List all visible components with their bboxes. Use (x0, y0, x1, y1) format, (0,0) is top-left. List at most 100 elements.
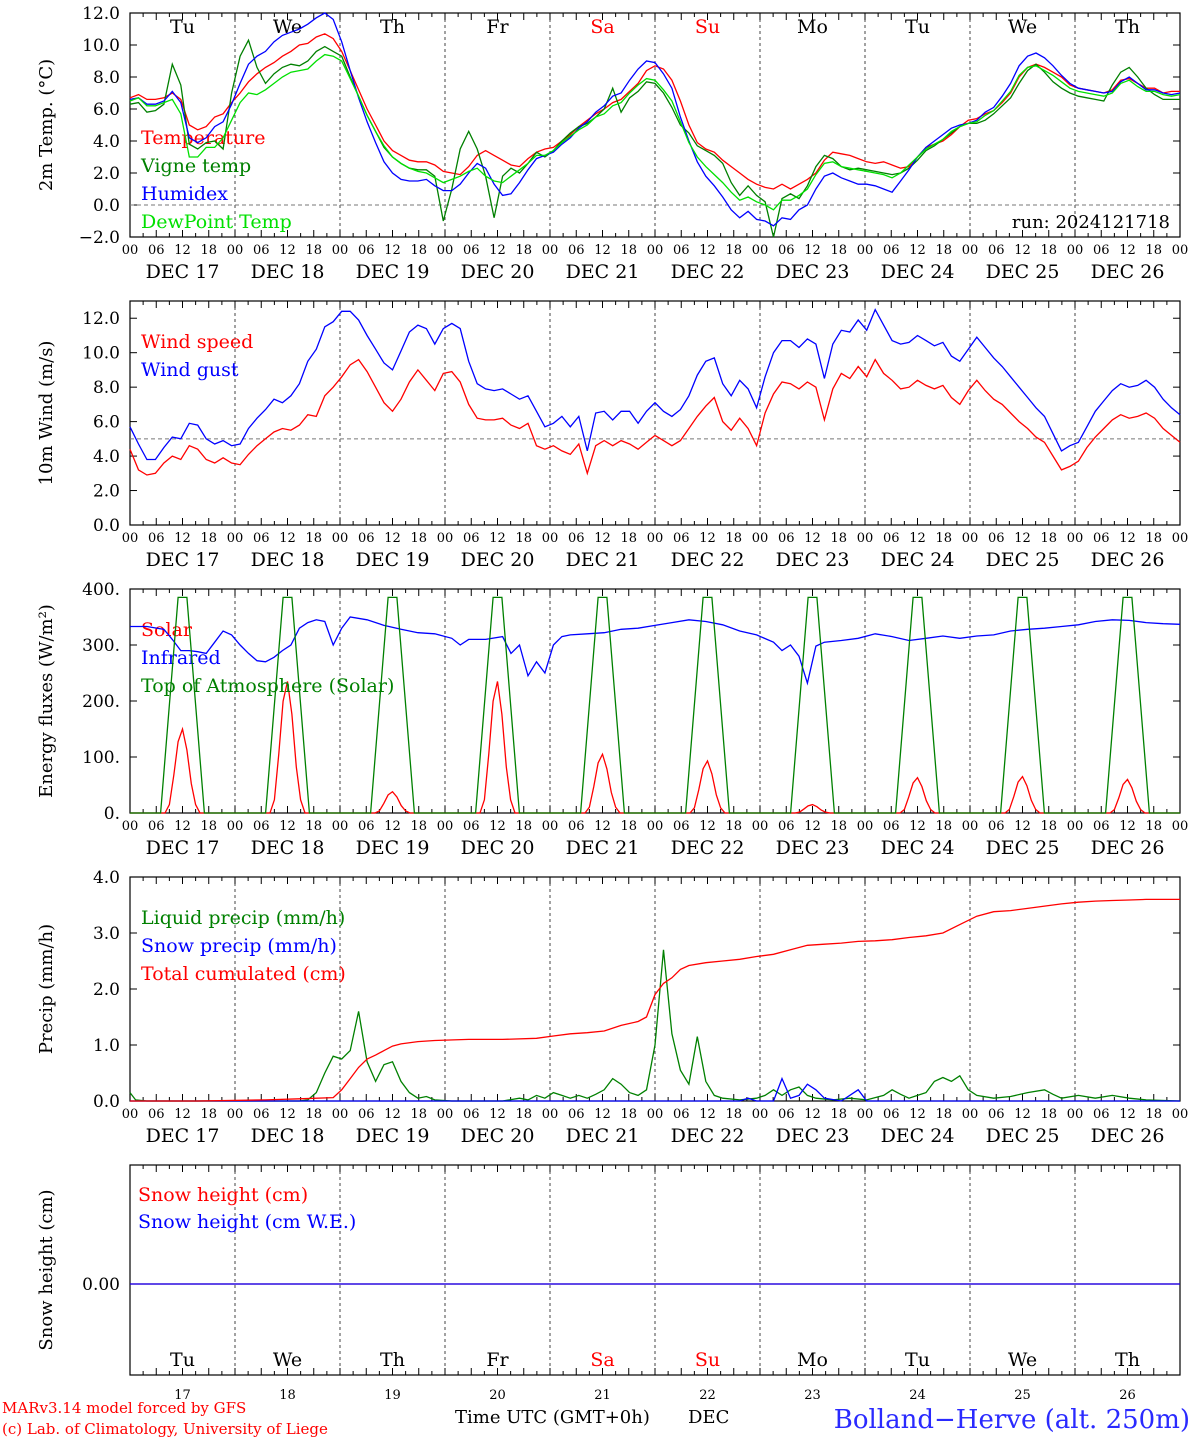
day-number-label: 25 (1014, 1388, 1031, 1403)
x-tick-label: 18 (515, 819, 532, 834)
y-tick-label: 4.0 (93, 132, 120, 152)
x-tick-label: 00 (857, 531, 874, 546)
y-tick-label: 10.0 (82, 344, 120, 364)
x-tick-label: 18 (1040, 1107, 1057, 1122)
x-tick-label: 12 (594, 243, 611, 258)
x-tick-label: 12 (1119, 1107, 1136, 1122)
x-tick-label: 06 (883, 243, 900, 258)
y-tick-label: 6.0 (93, 413, 120, 433)
x-tick-label: 06 (463, 531, 480, 546)
y-tick-label: 8.0 (93, 378, 120, 398)
x-tick-label: 18 (1145, 243, 1162, 258)
x-tick-label: 12 (489, 531, 506, 546)
x-tick-label: 12 (699, 1107, 716, 1122)
x-tick-label: 12 (489, 1107, 506, 1122)
x-tick-label: 12 (384, 1107, 401, 1122)
x-tick-label: 00 (752, 531, 769, 546)
y-tick-label: 0.00 (82, 1275, 120, 1295)
x-tick-label: 18 (935, 1107, 952, 1122)
x-tick-label: 18 (200, 1107, 217, 1122)
date-label: DEC 25 (986, 837, 1060, 859)
day-number-label: 19 (384, 1388, 401, 1403)
date-label: DEC 22 (671, 1125, 745, 1147)
x-tick-label: 18 (725, 243, 742, 258)
x-tick-label: 00 (647, 243, 664, 258)
weekday-label: Mo (797, 1349, 828, 1371)
date-label: DEC 25 (986, 549, 1060, 571)
x-tick-label: 18 (1145, 1107, 1162, 1122)
x-tick-label: 18 (1145, 819, 1162, 834)
x-tick-label: 12 (1119, 819, 1136, 834)
x-tick-label: 12 (1014, 531, 1031, 546)
x-tick-label: 18 (620, 243, 637, 258)
x-tick-label: 12 (279, 243, 296, 258)
x-tick-label: 18 (305, 531, 322, 546)
y-axis-title: Energy fluxes (W/m²) (36, 604, 57, 798)
y-tick-label: 4.0 (93, 447, 120, 467)
x-tick-label: 18 (200, 243, 217, 258)
date-label: DEC 17 (146, 837, 220, 859)
weekday-label: Su (695, 16, 720, 38)
date-label: DEC 26 (1091, 261, 1165, 283)
x-tick-label: 06 (463, 819, 480, 834)
x-tick-label: 06 (568, 1107, 585, 1122)
x-tick-label: 12 (1119, 243, 1136, 258)
series-line-total-cumulated-cm- (130, 898, 1180, 1102)
x-tick-label: 06 (1093, 531, 1110, 546)
x-tick-label: 06 (673, 819, 690, 834)
x-tick-label: 06 (358, 1107, 375, 1122)
x-tick-label: 12 (174, 243, 191, 258)
x-tick-label: 18 (305, 243, 322, 258)
x-tick-label: 06 (673, 1107, 690, 1122)
x-tick-label: 18 (725, 531, 742, 546)
date-label: DEC 22 (671, 261, 745, 283)
x-tick-label: 06 (463, 243, 480, 258)
x-tick-label: 06 (253, 243, 270, 258)
date-label: DEC 23 (776, 837, 850, 859)
date-label: DEC 17 (146, 261, 220, 283)
weekday-label: Sa (590, 16, 614, 38)
x-tick-label: 06 (148, 531, 165, 546)
x-tick-label: 06 (358, 531, 375, 546)
date-label: DEC 25 (986, 1125, 1060, 1147)
x-tick-label: 00 (332, 1107, 349, 1122)
series-line-liquid-precip-mm-h- (129, 949, 1181, 1102)
x-tick-label: 06 (988, 531, 1005, 546)
weekday-label: Th (380, 1349, 405, 1371)
x-tick-label: 12 (804, 243, 821, 258)
x-tick-label: 00 (122, 243, 139, 258)
y-tick-label: 0. (104, 804, 120, 824)
x-tick-label: 12 (699, 243, 716, 258)
date-label: DEC 17 (146, 1125, 220, 1147)
x-tick-label: 00 (227, 819, 244, 834)
date-label: DEC 19 (356, 261, 430, 283)
date-label: DEC 19 (356, 1125, 430, 1147)
weekday-label: Tu (170, 1349, 195, 1371)
x-tick-label: 00 (227, 531, 244, 546)
x-tick-label: 00 (437, 531, 454, 546)
footer-month: DEC (688, 1407, 729, 1428)
x-tick-label: 12 (594, 1107, 611, 1122)
x-tick-label: 18 (830, 819, 847, 834)
x-tick-label: 18 (515, 531, 532, 546)
date-label: DEC 26 (1091, 549, 1165, 571)
x-tick-label: 06 (568, 531, 585, 546)
y-tick-label: 8.0 (93, 68, 120, 88)
x-tick-label: 06 (358, 819, 375, 834)
date-label: DEC 19 (356, 837, 430, 859)
x-tick-label: 06 (778, 531, 795, 546)
date-label: DEC 21 (566, 1125, 640, 1147)
footer-axis-title: Time UTC (GMT+0h) (455, 1407, 650, 1428)
x-tick-label: 00 (752, 1107, 769, 1122)
x-tick-label: 12 (384, 531, 401, 546)
weekday-label: Tu (905, 16, 930, 38)
date-label: DEC 20 (461, 837, 535, 859)
series-line-top-of-atmosphere-solar- (130, 596, 1180, 814)
day-number-label: 23 (804, 1388, 821, 1403)
date-label: DEC 23 (776, 549, 850, 571)
x-tick-label: 00 (647, 1107, 664, 1122)
date-label: DEC 24 (881, 261, 955, 283)
x-tick-label: 12 (174, 819, 191, 834)
date-label: DEC 26 (1091, 837, 1165, 859)
date-label: DEC 20 (461, 261, 535, 283)
